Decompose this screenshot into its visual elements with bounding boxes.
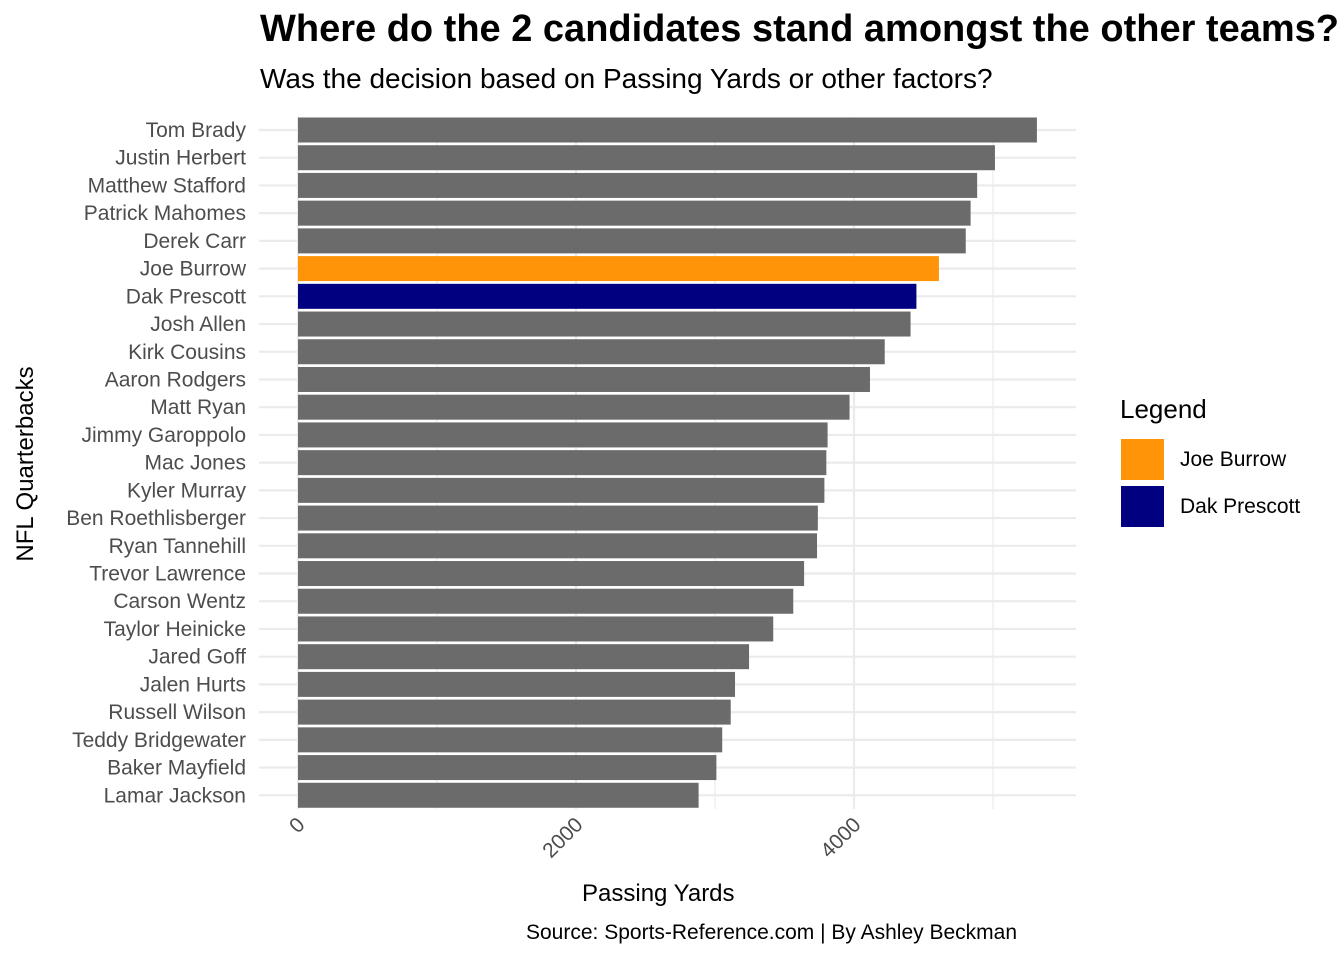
y-tick-label: Matthew Stafford	[88, 174, 246, 197]
x-tick-label: 0	[285, 813, 310, 838]
y-tick-label: Jimmy Garoppolo	[81, 424, 246, 447]
y-tick-label: Ryan Tannehill	[109, 535, 246, 558]
chart-caption: Source: Sports-Reference.com | By Ashley…	[526, 921, 1017, 944]
x-axis-label: Passing Yards	[582, 880, 735, 907]
y-tick-label: Teddy Bridgewater	[72, 729, 246, 752]
x-tick-label: 4000	[816, 813, 865, 862]
y-tick-label: Joe Burrow	[140, 258, 247, 281]
legend-item-joe-burrow: Joe Burrow	[1121, 439, 1286, 480]
y-tick-label: Carson Wentz	[113, 590, 246, 613]
y-tick-label: Baker Mayfield	[107, 757, 246, 780]
bar-trevor-lawrence	[298, 561, 805, 587]
bar-ben-roethlisberger	[298, 505, 818, 531]
bar-taylor-heinicke	[298, 616, 774, 642]
y-tick-label: Taylor Heinicke	[104, 618, 246, 641]
y-axis-label: NFL Quarterbacks	[12, 366, 39, 562]
legend-swatch	[1121, 439, 1164, 480]
y-tick-label: Aaron Rodgers	[105, 368, 246, 391]
bar-matt-ryan	[298, 394, 850, 420]
bar-aaron-rodgers	[298, 366, 870, 392]
legend-swatch	[1121, 486, 1164, 527]
y-tick-label: Lamar Jackson	[104, 784, 246, 807]
bar-kyler-murray	[298, 477, 825, 503]
bar-jimmy-garoppolo	[298, 422, 828, 448]
y-tick-label: Trevor Lawrence	[89, 563, 246, 586]
bar-dak-prescott	[298, 283, 917, 309]
bar-patrick-mahomes	[298, 200, 971, 226]
y-tick-label: Dak Prescott	[126, 285, 246, 308]
y-tick-label: Derek Carr	[143, 230, 246, 253]
bar-jalen-hurts	[298, 671, 736, 697]
bar-matthew-stafford	[298, 172, 978, 198]
y-tick-label: Jalen Hurts	[140, 673, 246, 696]
y-tick-label: Mac Jones	[144, 452, 246, 475]
x-tick-labels: 0 2000 4000	[285, 813, 866, 862]
y-tick-label: Ben Roethlisberger	[66, 507, 246, 530]
bar-joe-burrow	[298, 256, 939, 282]
y-tick-label: Jared Goff	[148, 646, 246, 669]
y-tick-label: Josh Allen	[150, 313, 246, 336]
bar-derek-carr	[298, 228, 966, 254]
bar-baker-mayfield	[298, 755, 717, 781]
y-tick-label: Matt Ryan	[150, 396, 246, 419]
legend-title: Legend	[1120, 394, 1207, 424]
bar-lamar-jackson	[298, 782, 699, 808]
chart-title: Where do the 2 candidates stand amongst …	[260, 8, 1339, 50]
bar-kirk-cousins	[298, 339, 885, 365]
bar-tom-brady	[298, 117, 1037, 143]
legend-label: Dak Prescott	[1180, 494, 1301, 518]
bar-teddy-bridgewater	[298, 727, 723, 753]
x-tick-label: 2000	[538, 813, 587, 862]
bar-mac-jones	[298, 450, 827, 476]
y-tick-label: Justin Herbert	[115, 147, 246, 170]
y-tick-label: Kyler Murray	[127, 479, 247, 502]
legend-item-dak-prescott: Dak Prescott	[1121, 486, 1300, 527]
bar-russell-wilson	[298, 699, 731, 725]
bar-josh-allen	[298, 311, 911, 337]
bar-ryan-tannehill	[298, 533, 818, 559]
y-tick-label: Kirk Cousins	[128, 341, 246, 364]
y-tick-label: Patrick Mahomes	[84, 202, 246, 225]
bar-justin-herbert	[298, 145, 995, 171]
chart-subtitle: Was the decision based on Passing Yards …	[260, 63, 993, 94]
y-tick-label: Russell Wilson	[108, 701, 246, 724]
bars	[298, 117, 1037, 808]
y-tick-label: Tom Brady	[146, 119, 247, 142]
y-tick-labels: Tom Brady Justin Herbert Matthew Stafford P…	[66, 119, 247, 807]
legend-label: Joe Burrow	[1180, 447, 1287, 471]
bar-jared-goff	[298, 644, 750, 670]
bar-carson-wentz	[298, 588, 794, 614]
